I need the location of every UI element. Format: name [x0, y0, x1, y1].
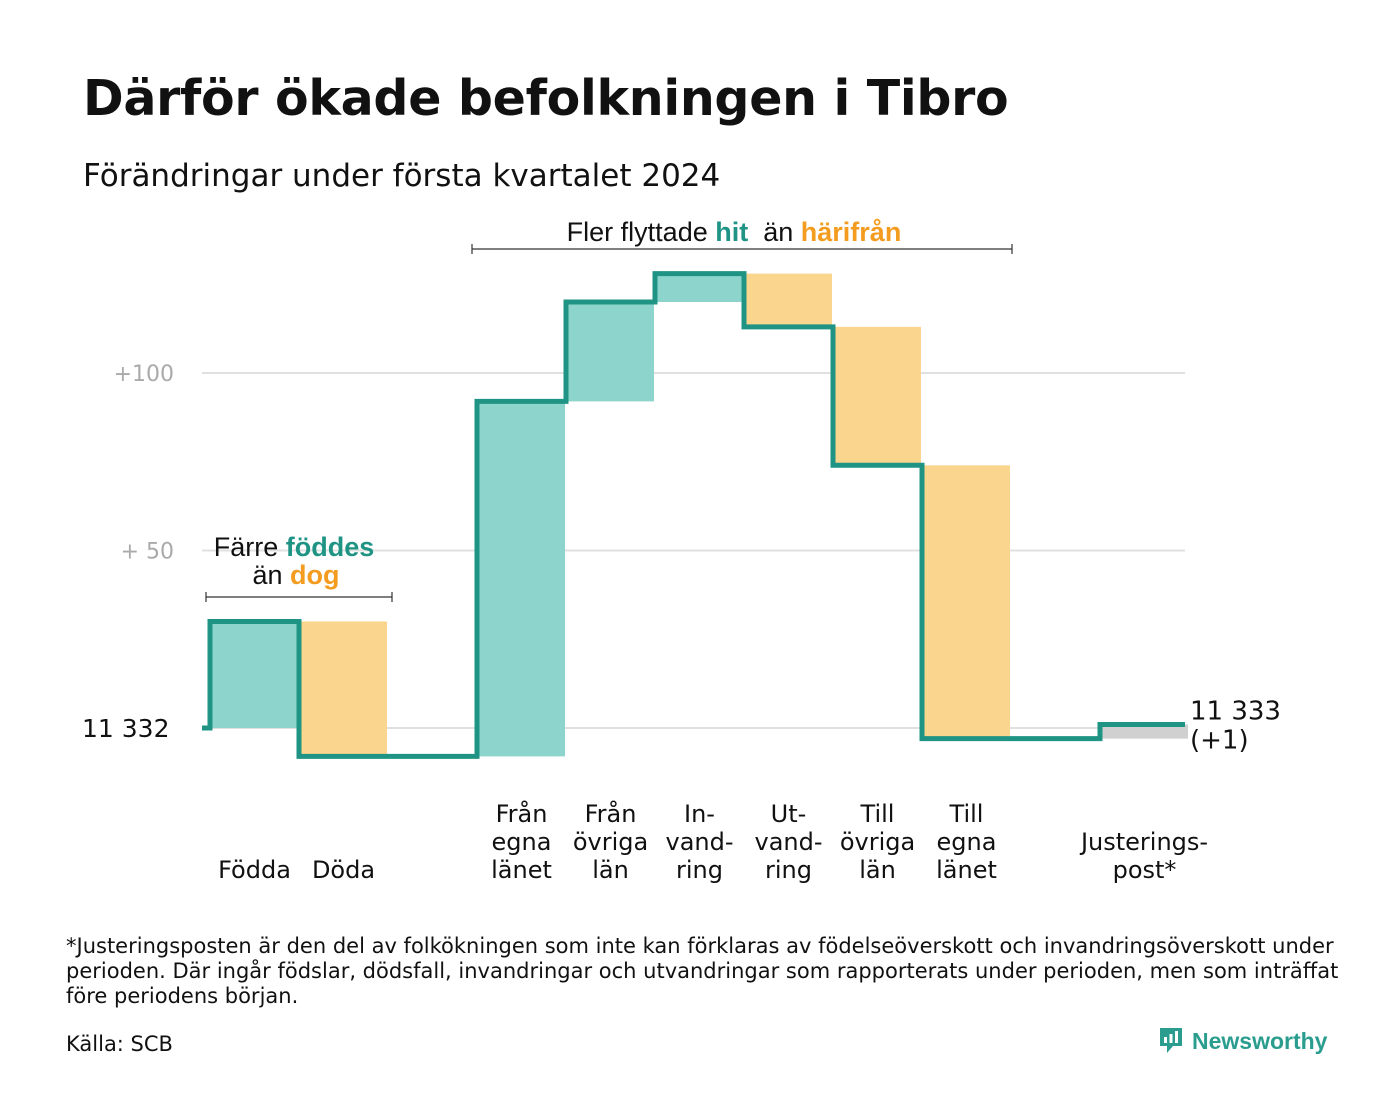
- category-label: Ut-: [771, 800, 807, 828]
- cumulative-step-line: [202, 271, 1185, 759]
- end-change-label: (+1): [1190, 725, 1249, 755]
- category-label: ring: [676, 856, 723, 884]
- footnote: *Justeringsposten är den del av folkökni…: [66, 934, 1339, 1008]
- category-label: Från: [496, 799, 548, 828]
- waterfall-bar: [744, 273, 832, 327]
- category-label: övriga: [573, 828, 648, 856]
- y-tick-label: +100: [114, 362, 174, 387]
- category-label: länet: [491, 856, 552, 884]
- category-label: egna: [937, 828, 997, 856]
- category-label: Till: [949, 800, 984, 828]
- waterfall-bar: [477, 401, 565, 757]
- annotation-births-line1: Färre föddes: [214, 532, 375, 562]
- waterfall-bar: [1100, 724, 1188, 739]
- category-label: län: [592, 856, 629, 884]
- waterfall-bar: [833, 326, 921, 466]
- brand-logo: Newsworthy: [1158, 1026, 1327, 1056]
- category-label: post*: [1113, 856, 1177, 884]
- category-label: Döda: [312, 856, 375, 884]
- category-label: egna: [492, 828, 552, 856]
- annotation-migration: Fler flyttade hit än härifrån: [567, 217, 902, 247]
- category-label: övriga: [840, 828, 915, 856]
- category-label: Justerings-: [1079, 828, 1208, 856]
- waterfall-bar: [210, 621, 298, 728]
- start-value-label: 11 332: [82, 714, 169, 743]
- y-tick-label: + 50: [121, 540, 174, 565]
- category-label: Från: [585, 799, 637, 828]
- waterfall-bar: [566, 302, 654, 402]
- category-label: ring: [765, 856, 812, 884]
- end-value-label: 11 333: [1190, 696, 1281, 726]
- waterfall-bar: [299, 621, 387, 757]
- category-label: vand-: [754, 828, 822, 856]
- chart-subtitle: Förändringar under första kvartalet 2024: [83, 158, 721, 194]
- annotation-births-line2: än dog: [252, 560, 339, 590]
- category-label: In-: [684, 800, 715, 828]
- category-label: vand-: [665, 828, 733, 856]
- newsworthy-logo-icon: [1160, 1028, 1182, 1053]
- category-label: Födda: [218, 856, 291, 884]
- waterfall-bar: [655, 273, 743, 302]
- brand-name: Newsworthy: [1192, 1027, 1328, 1054]
- waterfall-bar: [922, 465, 1010, 739]
- category-label: Till: [860, 800, 895, 828]
- chart-title: Därför ökade befolkningen i Tibro: [83, 70, 1009, 127]
- category-label: länet: [936, 856, 997, 884]
- source-label: Källa: SCB: [66, 1032, 173, 1056]
- category-label: län: [859, 856, 896, 884]
